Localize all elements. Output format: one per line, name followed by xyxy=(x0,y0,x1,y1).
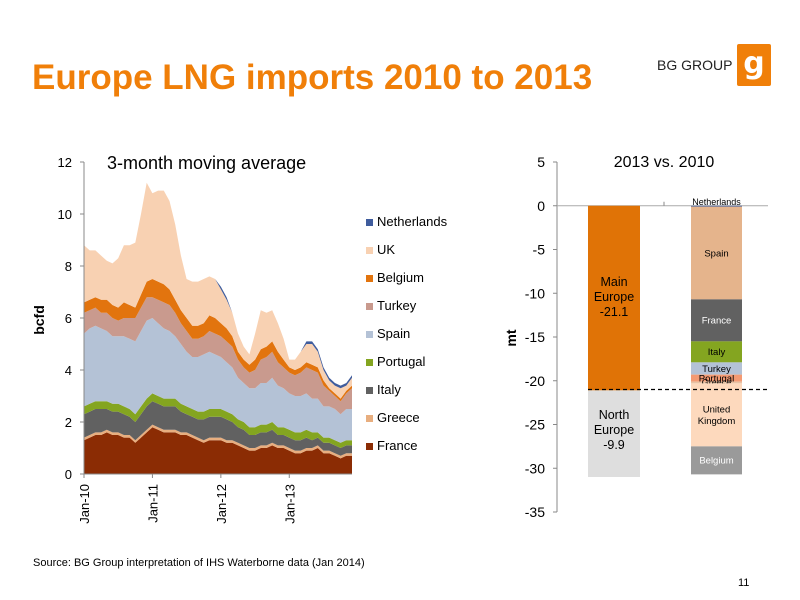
bar-y-tick-label: -20 xyxy=(525,373,545,389)
legend-swatch xyxy=(366,219,373,227)
legend-item: Portugal xyxy=(366,354,425,369)
bar-main-europe-label: -21.1 xyxy=(600,305,629,319)
bar-segment-belgium xyxy=(691,446,742,475)
legend-label: Spain xyxy=(377,326,411,341)
bar-main-europe-label: Europe xyxy=(594,290,634,304)
legend-label: Belgium xyxy=(377,270,424,285)
source-note: Source: BG Group interpretation of IHS W… xyxy=(33,557,365,569)
legend-item: Spain xyxy=(366,326,410,341)
legend-label: UK xyxy=(377,242,396,257)
bar-y-label: mt xyxy=(503,329,519,346)
bar-segment-netherlands xyxy=(691,205,742,207)
bar-north-europe xyxy=(588,390,640,477)
area-chart-title: 3-month moving average xyxy=(107,153,306,173)
bar-y-tick-label: 0 xyxy=(537,198,545,214)
logo-text: BG GROUP xyxy=(657,57,733,73)
bar-segment-italy xyxy=(691,341,742,363)
bar-segment-label: United xyxy=(703,404,730,415)
legend-label: Netherlands xyxy=(377,214,448,229)
legend-item: Italy xyxy=(366,382,401,397)
bar-segment-united-kingdom xyxy=(691,383,742,447)
bar-segment-turkey xyxy=(691,362,742,375)
bar-north-europe-label: Europe xyxy=(594,423,634,437)
area-series-uk xyxy=(84,182,352,399)
area-x-tick-label: Jan-13 xyxy=(282,484,297,524)
legend-swatch xyxy=(366,331,373,339)
bar-main-europe xyxy=(588,205,640,391)
bar-north-europe-label: North xyxy=(599,408,630,422)
area-series-france xyxy=(84,427,352,474)
bar-y-tick-label: 5 xyxy=(537,154,545,170)
bar-y-tick-label: -30 xyxy=(525,460,545,476)
bar-segment-france xyxy=(691,299,742,342)
legend-swatch xyxy=(366,303,373,311)
area-y-tick-label: 0 xyxy=(65,467,72,482)
legend-swatch xyxy=(366,415,373,423)
bar-segment-label: France xyxy=(702,316,732,327)
legend-label: Portugal xyxy=(377,354,426,369)
bar-segment-label: Portugal xyxy=(699,373,734,384)
legend-swatch xyxy=(366,275,373,283)
legend-item: France xyxy=(366,438,417,453)
area-series-italy xyxy=(84,401,352,456)
bar-chart-title: 2013 vs. 2010 xyxy=(614,154,715,171)
area-y-tick-label: 4 xyxy=(65,363,72,378)
bar-segment-label: Italy xyxy=(708,347,726,358)
bar-y-tick-label: -15 xyxy=(525,329,545,345)
legend-label: Greece xyxy=(377,410,420,425)
bar-segment-label: Greece xyxy=(702,378,732,388)
legend-swatch xyxy=(366,387,373,395)
area-x-tick-label: Jan-12 xyxy=(214,484,229,524)
legend-item: Belgium xyxy=(366,270,424,285)
legend-label: Turkey xyxy=(377,298,417,313)
legend-item: Netherlands xyxy=(366,214,447,229)
bar-segment-label: Kingdom xyxy=(698,416,736,427)
bar-segment-label: Turkey xyxy=(702,364,731,375)
area-y-tick-label: 8 xyxy=(65,259,72,274)
area-x-tick-label: Jan-11 xyxy=(145,484,160,523)
legend-swatch xyxy=(366,359,373,367)
logo-mark-icon: g xyxy=(737,44,771,86)
area-series-portugal xyxy=(84,393,352,448)
bar-segment-label: Spain xyxy=(704,248,728,259)
area-y-tick-label: 12 xyxy=(58,155,72,170)
legend-item: UK xyxy=(366,242,395,257)
legend-item: Turkey xyxy=(366,298,416,313)
bar-y-tick-label: -10 xyxy=(525,285,545,301)
bar-segment-portugal xyxy=(691,374,742,382)
area-x-tick-label: Jan-10 xyxy=(77,484,92,524)
page-number: 11 xyxy=(738,577,750,589)
bar-y-tick-label: -25 xyxy=(525,417,545,433)
bar-north-europe-label: -9.9 xyxy=(603,438,625,452)
area-y-tick-label: 10 xyxy=(58,207,72,222)
area-y-tick-label: 2 xyxy=(65,415,72,430)
legend-item: Greece xyxy=(366,410,420,425)
bar-segment-spain xyxy=(691,206,742,300)
area-y-label: bcfd xyxy=(31,305,47,335)
bar-segment-label: Netherlands xyxy=(692,197,741,207)
area-series-spain xyxy=(84,318,352,443)
legend-label: Italy xyxy=(377,382,401,397)
area-y-tick-label: 6 xyxy=(65,311,72,326)
bar-y-tick-label: -35 xyxy=(525,504,545,520)
legend-swatch xyxy=(366,247,373,255)
area-series-turkey xyxy=(84,297,352,415)
legend-swatch xyxy=(366,443,373,451)
legend-label: France xyxy=(377,438,418,453)
bar-main-europe-label: Main xyxy=(600,275,627,289)
bar-y-tick-label: -5 xyxy=(533,242,546,258)
bar-segment-greece xyxy=(691,381,742,384)
bar-segment-label: Belgium xyxy=(699,456,733,467)
page-title: Europe LNG imports 2010 to 2013 xyxy=(32,58,593,97)
